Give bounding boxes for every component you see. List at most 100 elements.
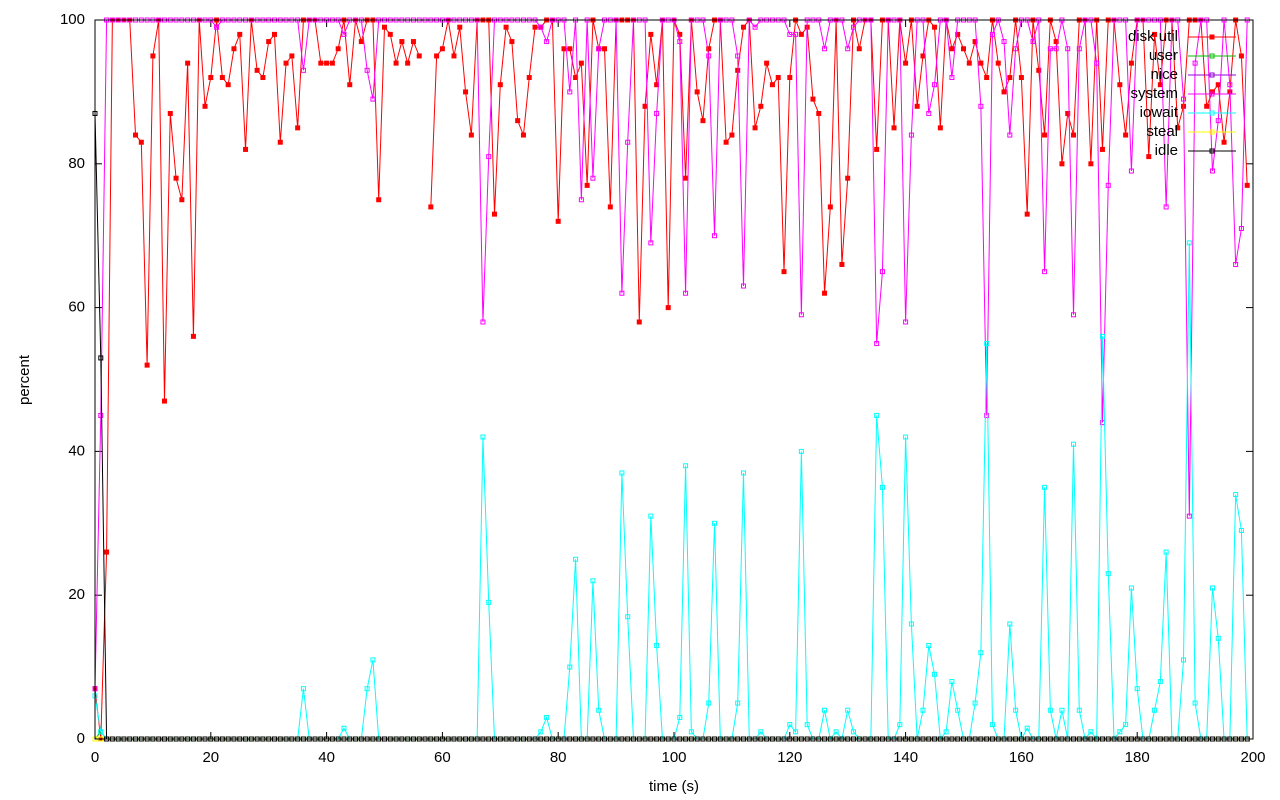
point bbox=[1128, 168, 1134, 174]
point bbox=[1186, 240, 1192, 246]
point bbox=[1099, 333, 1105, 339]
point bbox=[1181, 96, 1187, 102]
point bbox=[1152, 707, 1158, 713]
legend-label: nice bbox=[1150, 66, 1178, 83]
point bbox=[903, 434, 909, 440]
point bbox=[161, 398, 167, 404]
point bbox=[515, 118, 521, 124]
legend-label: iowait bbox=[1140, 104, 1179, 121]
point bbox=[324, 60, 330, 66]
point bbox=[903, 60, 909, 66]
point bbox=[1163, 549, 1169, 555]
point bbox=[978, 60, 984, 66]
point bbox=[1094, 60, 1100, 66]
point bbox=[561, 46, 567, 52]
legend-label: user bbox=[1149, 47, 1178, 64]
y-tick-label: 0 bbox=[77, 730, 85, 747]
point bbox=[486, 154, 492, 160]
point bbox=[1238, 53, 1244, 59]
point bbox=[237, 31, 243, 37]
point bbox=[775, 75, 781, 81]
point bbox=[202, 103, 208, 109]
point bbox=[1042, 484, 1048, 490]
point bbox=[764, 60, 770, 66]
point bbox=[654, 643, 660, 649]
point bbox=[850, 729, 856, 735]
point bbox=[943, 729, 949, 735]
point bbox=[978, 650, 984, 656]
y-tick-label: 100 bbox=[60, 11, 85, 28]
point bbox=[1244, 182, 1250, 188]
point bbox=[1024, 211, 1030, 217]
point bbox=[214, 24, 220, 30]
point bbox=[1192, 60, 1198, 66]
point bbox=[410, 39, 416, 45]
point bbox=[1215, 118, 1221, 124]
point bbox=[712, 520, 718, 526]
point bbox=[538, 24, 544, 30]
x-tick-label: 120 bbox=[777, 749, 802, 766]
point bbox=[451, 53, 457, 59]
point bbox=[1018, 75, 1024, 81]
point bbox=[752, 24, 758, 30]
point bbox=[787, 31, 793, 37]
point bbox=[486, 599, 492, 605]
x-tick-label: 60 bbox=[434, 749, 451, 766]
legend-label: idle bbox=[1155, 142, 1178, 159]
point bbox=[387, 31, 393, 37]
point bbox=[1076, 707, 1082, 713]
point bbox=[752, 125, 758, 131]
point bbox=[908, 621, 914, 627]
point bbox=[1221, 139, 1227, 145]
point bbox=[457, 24, 463, 30]
point bbox=[926, 643, 932, 649]
point bbox=[822, 290, 828, 296]
point bbox=[300, 686, 306, 692]
point bbox=[1042, 269, 1048, 275]
point bbox=[277, 139, 283, 145]
point bbox=[590, 578, 596, 584]
point bbox=[850, 24, 856, 30]
point bbox=[503, 24, 509, 30]
point bbox=[879, 269, 885, 275]
point bbox=[949, 75, 955, 81]
point bbox=[364, 67, 370, 73]
point bbox=[596, 707, 602, 713]
point bbox=[619, 470, 625, 476]
legend-label: system bbox=[1130, 85, 1178, 102]
point bbox=[1175, 125, 1181, 131]
point bbox=[845, 46, 851, 52]
point bbox=[1042, 132, 1048, 138]
point bbox=[607, 204, 613, 210]
point bbox=[966, 60, 972, 66]
point bbox=[133, 132, 139, 138]
point bbox=[509, 39, 515, 45]
point bbox=[712, 233, 718, 239]
point bbox=[1053, 46, 1059, 52]
point bbox=[735, 700, 741, 706]
point bbox=[677, 39, 683, 45]
point bbox=[920, 53, 926, 59]
point bbox=[822, 46, 828, 52]
point bbox=[1157, 678, 1163, 684]
point bbox=[1007, 621, 1013, 627]
point bbox=[1227, 82, 1233, 88]
point bbox=[573, 556, 579, 562]
point bbox=[1192, 700, 1198, 706]
point bbox=[706, 46, 712, 52]
point bbox=[405, 60, 411, 66]
point bbox=[382, 24, 387, 30]
point bbox=[1007, 132, 1013, 138]
point bbox=[428, 204, 434, 210]
point bbox=[1128, 585, 1134, 591]
point bbox=[416, 53, 422, 59]
point bbox=[1088, 161, 1094, 167]
point bbox=[729, 132, 735, 138]
point bbox=[219, 75, 225, 81]
point bbox=[804, 722, 810, 728]
point bbox=[399, 39, 405, 45]
point bbox=[845, 707, 851, 713]
point bbox=[104, 549, 110, 555]
point bbox=[1065, 110, 1071, 116]
